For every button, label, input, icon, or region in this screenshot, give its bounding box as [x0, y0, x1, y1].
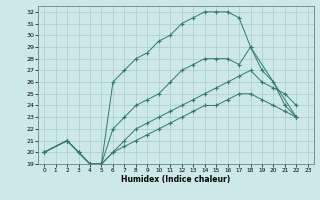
X-axis label: Humidex (Indice chaleur): Humidex (Indice chaleur) [121, 175, 231, 184]
